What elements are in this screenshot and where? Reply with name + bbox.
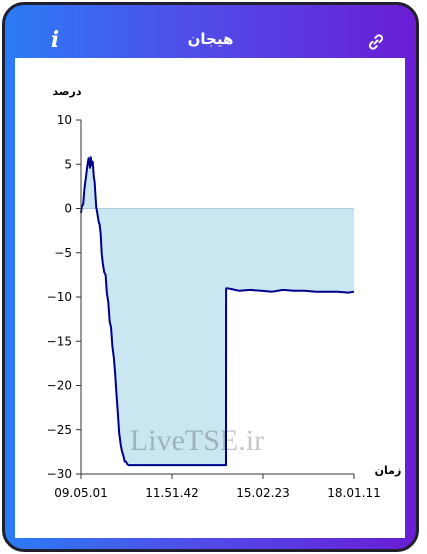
- y-tick-label: −20: [47, 379, 72, 393]
- x-tick-label: 18.01.11: [327, 486, 380, 500]
- chart-area-fill: [81, 157, 354, 466]
- chart-card: 10 5 0 −5 −10 −15 −20 −25 −30 09.05.01 11.51.42 15…: [15, 58, 405, 538]
- x-ticks: 09.05.01 11.51.42 15.02.23 18.01.11: [54, 474, 381, 500]
- watermark: LiveTSE.ir: [130, 424, 264, 457]
- y-axis-label: درصد: [53, 85, 82, 98]
- y-tick-label: −25: [47, 423, 72, 437]
- x-axis-label: زمان: [375, 464, 402, 477]
- x-tick-label: 15.02.23: [236, 486, 289, 500]
- y-tick-label: −30: [47, 467, 72, 481]
- app-frame: i هیجان 10 5 0 −5 −10 −15 −20 −25 −30 09.05.01 11…: [2, 2, 419, 552]
- y-tick-label: 5: [64, 157, 72, 171]
- info-icon[interactable]: i: [50, 27, 60, 53]
- y-tick-label: 10: [57, 113, 72, 127]
- series-line: [80, 156, 355, 467]
- header-bar: i هیجان: [5, 5, 416, 57]
- page-title: هیجان: [187, 30, 234, 48]
- y-ticks: 10 5 0 −5 −10 −15 −20 −25 −30: [47, 113, 81, 481]
- link-icon[interactable]: [367, 33, 385, 51]
- x-tick-label: 11.51.42: [145, 486, 198, 500]
- y-tick-label: 0: [64, 202, 72, 216]
- x-tick-label: 09.05.01: [54, 486, 107, 500]
- chart: 10 5 0 −5 −10 −15 −20 −25 −30 09.05.01 11.51.42 15…: [47, 85, 402, 500]
- y-tick-label: −15: [47, 334, 72, 348]
- y-tick-label: −10: [47, 290, 72, 304]
- y-tick-label: −5: [54, 246, 72, 260]
